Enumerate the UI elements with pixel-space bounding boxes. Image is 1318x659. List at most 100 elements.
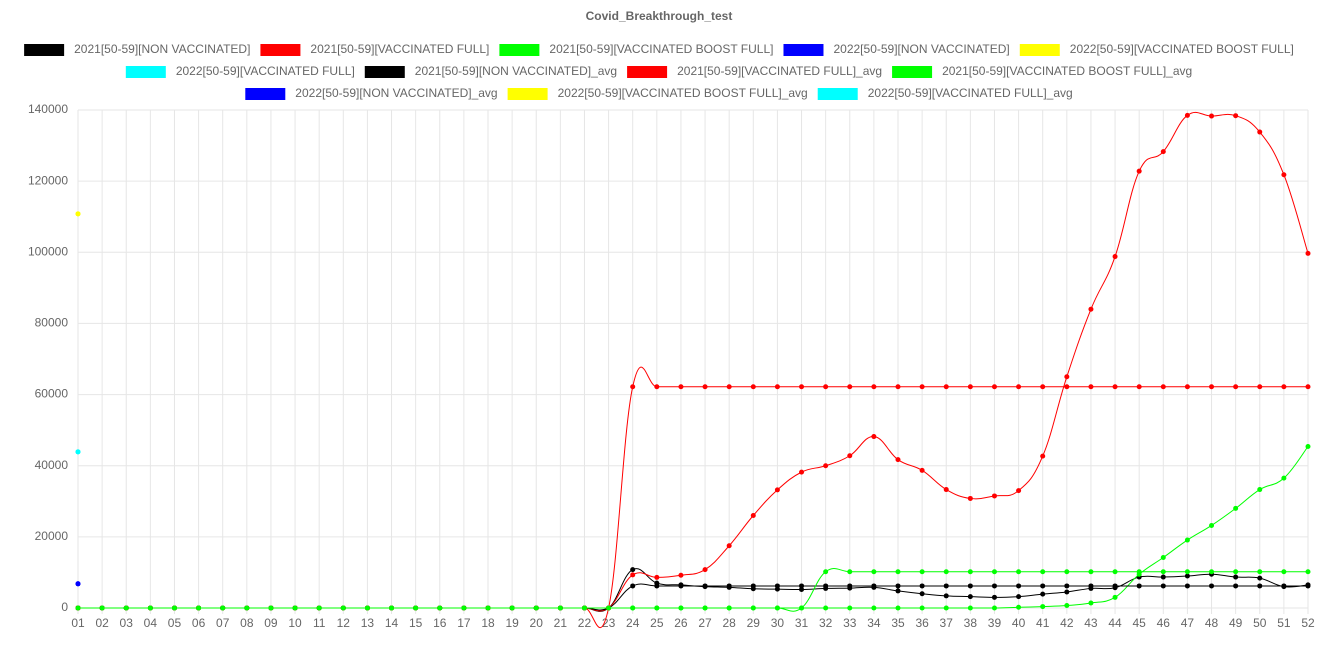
data-point bbox=[1257, 575, 1263, 581]
data-point bbox=[99, 605, 105, 611]
data-point bbox=[75, 581, 81, 587]
x-tick-label: 26 bbox=[674, 616, 688, 630]
x-tick-label: 48 bbox=[1205, 616, 1219, 630]
x-tick-label: 01 bbox=[71, 616, 85, 630]
data-point bbox=[1160, 569, 1166, 575]
data-point bbox=[1064, 569, 1070, 575]
data-point bbox=[364, 605, 370, 611]
legend-swatch bbox=[892, 66, 933, 78]
data-point bbox=[1016, 569, 1022, 575]
data-point bbox=[1209, 113, 1215, 119]
data-point bbox=[967, 495, 973, 501]
legend-label: 2022[50-59][VACCINATED FULL]_avg bbox=[868, 86, 1073, 100]
legend-swatch bbox=[125, 66, 166, 78]
x-tick-label: 29 bbox=[747, 616, 761, 630]
data-point bbox=[871, 384, 877, 390]
legend-item: 2022[50-59][VACCINATED FULL] bbox=[125, 64, 355, 78]
data-point bbox=[943, 593, 949, 599]
x-tick-label: 18 bbox=[481, 616, 495, 630]
data-point bbox=[1305, 384, 1311, 390]
x-tick-label: 19 bbox=[505, 616, 519, 630]
data-point bbox=[1281, 583, 1287, 589]
x-tick-label: 13 bbox=[361, 616, 375, 630]
x-tick-label: 33 bbox=[843, 616, 857, 630]
data-point bbox=[654, 605, 660, 611]
x-tick-label: 31 bbox=[795, 616, 809, 630]
x-tick-label: 34 bbox=[867, 616, 881, 630]
legend-label: 2021[50-59][VACCINATED FULL]_avg bbox=[677, 64, 882, 78]
series-line bbox=[77, 583, 1308, 611]
data-point bbox=[895, 569, 901, 575]
data-point bbox=[799, 605, 805, 611]
data-point bbox=[630, 605, 636, 611]
y-tick-label: 140000 bbox=[28, 102, 68, 116]
data-point bbox=[1040, 453, 1046, 459]
x-tick-label: 39 bbox=[988, 616, 1002, 630]
data-point bbox=[1160, 384, 1166, 390]
x-tick-label: 42 bbox=[1060, 616, 1074, 630]
x-tick-label: 03 bbox=[120, 616, 134, 630]
data-point bbox=[847, 569, 853, 575]
data-point bbox=[244, 605, 250, 611]
x-tick-label: 52 bbox=[1301, 616, 1315, 630]
legend-item: 2021[50-59][NON VACCINATED]_avg bbox=[364, 64, 617, 78]
legend-label: 2022[50-59][VACCINATED FULL] bbox=[176, 64, 355, 78]
y-tick-label: 100000 bbox=[28, 244, 68, 258]
data-point bbox=[1016, 583, 1022, 589]
legend-swatch bbox=[260, 44, 301, 56]
data-point bbox=[1016, 384, 1022, 390]
data-point bbox=[991, 594, 997, 600]
data-point bbox=[1016, 488, 1022, 494]
data-point bbox=[943, 583, 949, 589]
data-point bbox=[919, 384, 925, 390]
data-point bbox=[1064, 589, 1070, 595]
data-point bbox=[654, 574, 660, 580]
data-point bbox=[1281, 475, 1287, 481]
legend-swatch bbox=[1019, 44, 1060, 56]
legend-swatch bbox=[245, 88, 286, 100]
data-point bbox=[1088, 384, 1094, 390]
data-point bbox=[1281, 569, 1287, 575]
legend-item: 2022[50-59][NON VACCINATED]_avg bbox=[245, 86, 498, 100]
x-tick-label: 02 bbox=[95, 616, 109, 630]
legend-item: 2022[50-59][NON VACCINATED] bbox=[783, 42, 1010, 56]
x-tick-label: 07 bbox=[216, 616, 230, 630]
x-tick-label: 37 bbox=[940, 616, 954, 630]
data-point bbox=[630, 384, 636, 390]
data-point bbox=[1112, 384, 1118, 390]
data-point bbox=[991, 569, 997, 575]
data-point bbox=[678, 583, 684, 589]
legend-item: 2022[50-59][VACCINATED BOOST FULL] bbox=[1019, 42, 1294, 56]
data-point bbox=[1305, 583, 1311, 589]
data-point bbox=[774, 384, 780, 390]
legend-label: 2021[50-59][VACCINATED BOOST FULL]_avg bbox=[942, 64, 1192, 78]
x-tick-label: 09 bbox=[264, 616, 278, 630]
data-point bbox=[847, 583, 853, 589]
data-point bbox=[1184, 569, 1190, 575]
data-point bbox=[1233, 505, 1239, 511]
data-point bbox=[485, 605, 491, 611]
data-point bbox=[437, 605, 443, 611]
data-point bbox=[171, 605, 177, 611]
x-tick-label: 44 bbox=[1108, 616, 1122, 630]
data-point bbox=[1233, 574, 1239, 580]
data-point bbox=[726, 543, 732, 549]
x-tick-label: 12 bbox=[337, 616, 351, 630]
data-point bbox=[1040, 604, 1046, 610]
data-point bbox=[268, 605, 274, 611]
x-tick-label: 30 bbox=[771, 616, 785, 630]
data-point bbox=[750, 513, 756, 519]
data-point bbox=[702, 567, 708, 573]
x-tick-label: 04 bbox=[144, 616, 158, 630]
x-tick-label: 36 bbox=[915, 616, 929, 630]
x-tick-label: 05 bbox=[168, 616, 182, 630]
data-point bbox=[1040, 569, 1046, 575]
data-point bbox=[196, 605, 202, 611]
x-tick-label: 27 bbox=[698, 616, 712, 630]
data-point bbox=[919, 605, 925, 611]
data-point bbox=[1281, 172, 1287, 178]
data-point bbox=[847, 605, 853, 611]
data-point bbox=[895, 588, 901, 594]
data-point bbox=[292, 605, 298, 611]
x-tick-label: 22 bbox=[578, 616, 592, 630]
